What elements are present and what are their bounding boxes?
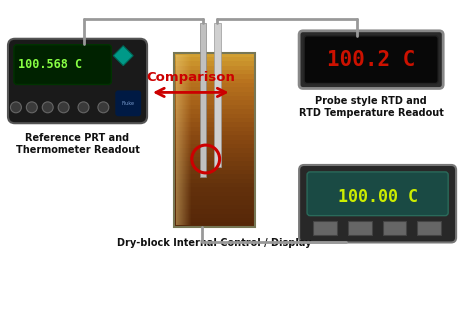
Bar [179,55,180,224]
Bar [174,87,255,92]
Bar [174,100,255,106]
Bar [176,55,177,224]
Bar [174,61,255,66]
Circle shape [78,102,89,113]
Bar [174,131,255,136]
Bar [348,221,372,235]
Bar [174,139,255,145]
Bar [313,221,337,235]
Bar [181,55,182,224]
Bar [174,109,255,114]
Bar [178,55,179,224]
Bar [383,221,406,235]
Text: Probe style RTD and
RTD Temperature Readout: Probe style RTD and RTD Temperature Read… [299,96,444,118]
Bar [183,55,184,224]
Bar [174,66,255,71]
Bar [186,55,187,224]
Bar [182,55,183,224]
Text: 100.568 C: 100.568 C [18,58,82,71]
Bar [174,144,255,149]
Circle shape [98,102,109,113]
Bar [184,55,185,224]
FancyBboxPatch shape [307,172,448,216]
Bar [174,174,255,179]
Bar [174,92,255,97]
Bar [418,221,441,235]
Bar [174,187,255,192]
Bar [174,218,255,223]
FancyBboxPatch shape [115,90,141,116]
Polygon shape [113,46,133,66]
Bar [174,83,255,88]
Bar [174,105,255,110]
Bar [174,53,255,227]
Bar [174,122,255,127]
Bar [174,148,255,153]
Text: Reference PRT and
Thermometer Readout: Reference PRT and Thermometer Readout [16,133,139,155]
Bar [174,79,255,84]
Bar [174,57,255,62]
Bar [177,55,178,224]
Bar [174,53,255,58]
Bar [174,183,255,188]
Bar [174,96,255,101]
Bar [187,55,188,224]
Bar [174,166,255,171]
Bar [174,200,255,205]
Bar [174,170,255,175]
Bar [174,126,255,132]
Bar [174,118,255,123]
Bar [174,192,255,197]
Text: Comparison: Comparison [146,71,235,84]
Bar [174,157,255,162]
Bar [174,74,255,79]
FancyBboxPatch shape [299,31,443,88]
Bar [174,135,255,140]
Text: 100.00 C: 100.00 C [337,188,418,206]
Bar [174,70,255,75]
Circle shape [27,102,37,113]
Bar [188,55,189,224]
Circle shape [58,102,69,113]
Bar [174,214,255,218]
Bar [174,113,255,119]
Bar [174,153,255,158]
Text: Fluke: Fluke [122,101,135,106]
Bar [174,179,255,184]
Bar [214,23,220,167]
Bar [174,161,255,166]
Bar [189,55,190,224]
Circle shape [10,102,21,113]
Bar [190,55,191,224]
FancyBboxPatch shape [8,39,147,123]
Bar [174,196,255,201]
FancyBboxPatch shape [299,165,456,243]
Bar [174,209,255,214]
FancyBboxPatch shape [304,36,438,83]
Bar [174,222,255,227]
Bar [200,23,206,177]
Bar [185,55,186,224]
Bar [174,205,255,210]
Bar [180,55,181,224]
Text: Dry-block Internal Control / Display: Dry-block Internal Control / Display [118,238,312,249]
Text: 100.2 C: 100.2 C [327,50,415,70]
Circle shape [42,102,53,113]
FancyBboxPatch shape [14,45,111,84]
